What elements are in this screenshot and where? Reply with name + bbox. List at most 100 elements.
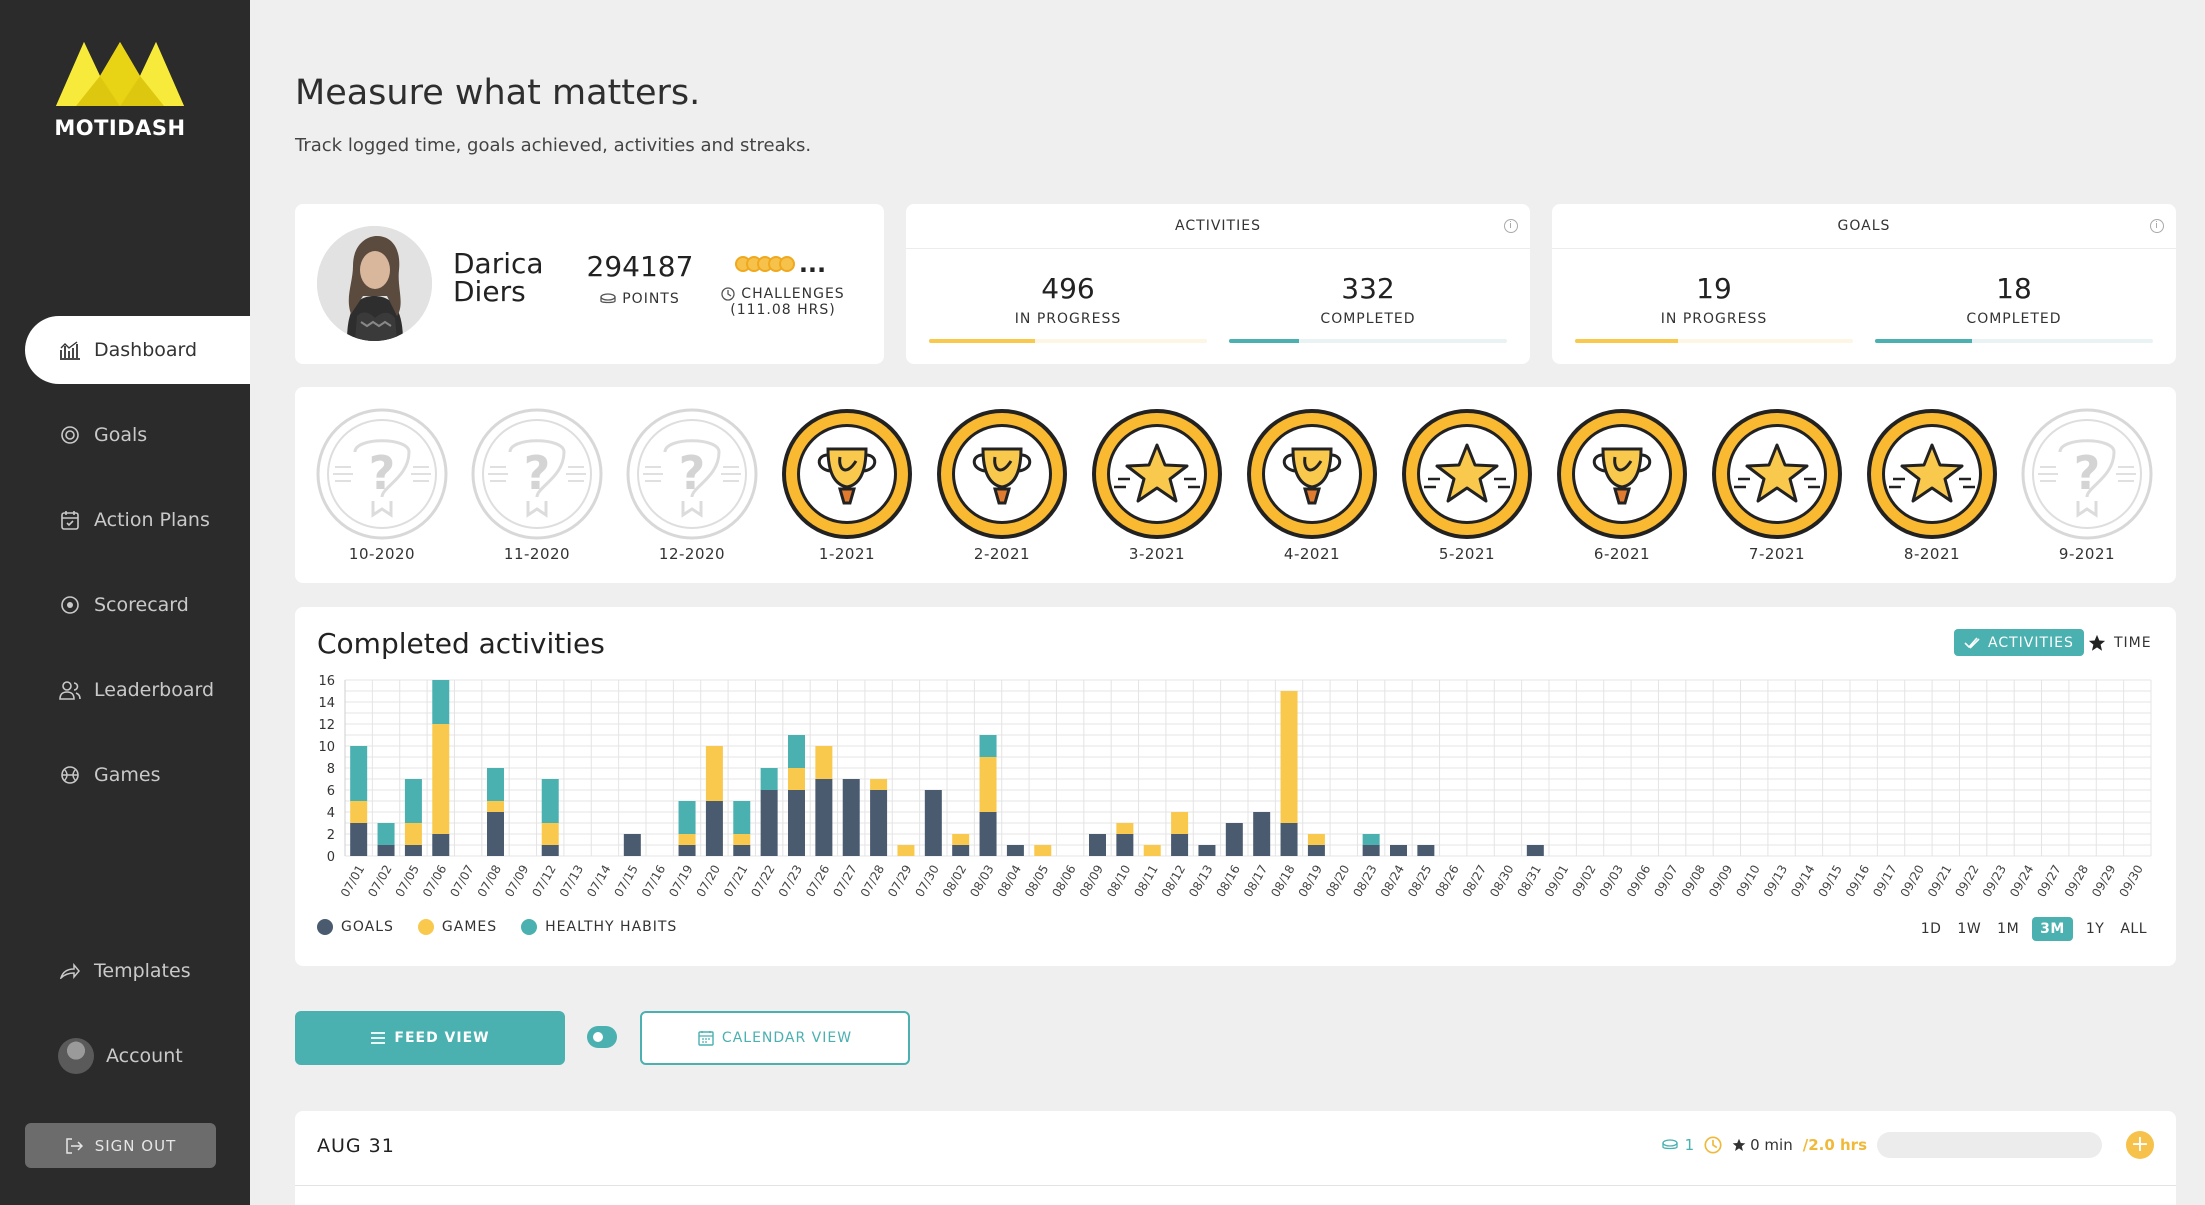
sidebar-item-account[interactable]: Account	[0, 1022, 250, 1090]
bar-healthy-habits	[404, 779, 422, 823]
x-tick-label: 07/19	[666, 863, 695, 900]
feed-points: 1	[1661, 1136, 1694, 1154]
sidebar-item-dashboard[interactable]: Dashboard	[25, 316, 250, 384]
add-button[interactable]: +	[2126, 1131, 2154, 1159]
x-tick-label: 09/22	[1952, 863, 1981, 900]
bar-goals	[487, 812, 504, 856]
y-tick-label: 6	[327, 784, 335, 799]
badge-12-2020[interactable]: ? 12-2020	[625, 407, 759, 563]
activities-in-progress-value: 496	[1041, 272, 1095, 305]
bar-healthy-habits	[1362, 834, 1380, 845]
badge-3-2021[interactable]: 3-2021	[1090, 407, 1224, 563]
logo[interactable]: MOTIDASH	[50, 40, 190, 140]
range-1y[interactable]: 1Y	[2085, 921, 2105, 937]
bar-goals	[541, 845, 559, 856]
bar-goals	[788, 790, 805, 856]
goals-completed-value: 18	[1996, 272, 2032, 305]
bar-games	[897, 845, 915, 856]
star-badge-icon	[1092, 409, 1222, 539]
badge-7-2021[interactable]: 7-2021	[1710, 407, 1844, 563]
activities-header: ACTIVITIES i	[906, 204, 1530, 249]
x-tick-label: 09/30	[2116, 863, 2145, 900]
bar-goals	[1225, 823, 1243, 856]
sidebar-item-label: Action Plans	[94, 509, 210, 531]
x-tick-label: 08/20	[1323, 863, 1352, 900]
legend-item-games[interactable]: GAMES	[417, 919, 497, 935]
range-all[interactable]: ALL	[2120, 921, 2147, 937]
x-tick-label: 07/14	[584, 863, 613, 900]
bar-games	[350, 801, 368, 823]
star-badge-icon	[1402, 409, 1532, 539]
x-tick-label: 08/17	[1241, 863, 1270, 900]
bar-healthy-habits	[377, 823, 395, 845]
bar-goals	[815, 779, 833, 856]
x-tick-label: 07/15	[611, 863, 640, 900]
badge-4-2021[interactable]: 4-2021	[1245, 407, 1379, 563]
x-tick-label: 07/09	[502, 863, 531, 900]
badge-10-2020[interactable]: ? 10-2020	[315, 407, 449, 563]
range-1m[interactable]: 1M	[1997, 921, 2020, 937]
bar-healthy-habits	[432, 680, 450, 724]
badge-label: 7-2021	[1748, 545, 1806, 563]
badge-1-2021[interactable]: 1-2021	[780, 407, 914, 563]
x-tick-label: 08/27	[1460, 863, 1489, 900]
badge-6-2021[interactable]: 6-2021	[1555, 407, 1689, 563]
info-icon[interactable]: i	[2150, 219, 2164, 233]
badge-label: 12-2020	[658, 545, 726, 563]
x-tick-label: 07/13	[557, 863, 586, 900]
calendar-view-button[interactable]: CALENDAR VIEW	[640, 1011, 910, 1065]
sidebar-item-scorecard[interactable]: Scorecard	[0, 571, 250, 639]
sidebar-item-leaderboard[interactable]: Leaderboard	[0, 656, 250, 724]
sidebar-item-games[interactable]: Games	[0, 741, 250, 809]
chart-icon	[58, 338, 82, 362]
x-tick-label: 07/07	[447, 863, 476, 900]
sign-out-button[interactable]: SIGN OUT	[25, 1123, 216, 1168]
time-toggle[interactable]: TIME	[2088, 629, 2152, 656]
badge-9-2021[interactable]: ? 9-2021	[2020, 407, 2154, 563]
feed-progress-bar	[1877, 1132, 2102, 1158]
range-3m[interactable]: 3M	[2032, 917, 2073, 941]
challenges-stat[interactable]: ... CHALLENGES (111.08 HRS)	[708, 250, 858, 318]
activities-toggle[interactable]: ACTIVITIES	[1954, 629, 2084, 656]
legend-item-healthy-habits[interactable]: HEALTHY HABITS	[521, 919, 677, 935]
x-tick-label: 07/05	[393, 863, 422, 900]
x-tick-label: 08/13	[1186, 863, 1215, 900]
profile-first-name: Darica	[453, 247, 544, 280]
activities-title: ACTIVITIES	[1175, 218, 1261, 234]
range-1d[interactable]: 1D	[1920, 921, 1942, 937]
badge-8-2021[interactable]: 8-2021	[1865, 407, 1999, 563]
locked-badge-icon: ?	[471, 408, 603, 540]
bar-goals	[432, 834, 450, 856]
bar-goals	[404, 845, 422, 856]
bar-healthy-habits	[487, 768, 504, 801]
x-tick-label: 07/06	[420, 863, 449, 900]
legend-item-goals[interactable]: GOALS	[317, 919, 394, 935]
bar-goals	[733, 845, 751, 856]
sidebar-item-action-plans[interactable]: Action Plans	[0, 486, 250, 554]
completed-activities-card: Completed activities ACTIVITIES TIME 0 2 4…	[295, 607, 2176, 966]
badge-2-2021[interactable]: 2-2021	[935, 407, 1069, 563]
activities-completed-label: COMPLETED	[1320, 311, 1416, 327]
x-tick-label: 07/21	[721, 863, 750, 900]
bar-goals	[1390, 845, 1407, 856]
x-tick-label: 07/12	[529, 863, 558, 900]
sidebar-item-goals[interactable]: Goals	[0, 401, 250, 469]
legend-dot	[417, 919, 434, 935]
badge-label: 9-2021	[2058, 545, 2116, 563]
info-icon[interactable]: i	[1504, 219, 1518, 233]
x-tick-label: 09/14	[1788, 863, 1817, 900]
badge-11-2020[interactable]: ? 11-2020	[470, 407, 604, 563]
feed-date: AUG 31	[317, 1135, 395, 1157]
range-1w[interactable]: 1W	[1957, 921, 1982, 937]
feed-view-button[interactable]: FEED VIEW	[295, 1011, 565, 1065]
badge-5-2021[interactable]: 5-2021	[1400, 407, 1534, 563]
avatar[interactable]	[317, 226, 432, 341]
x-tick-label: 09/02	[1569, 863, 1598, 900]
x-tick-label: 09/07	[1651, 863, 1680, 900]
y-tick-label: 4	[327, 806, 335, 821]
view-switch[interactable]	[587, 1026, 617, 1048]
bar-games	[1116, 823, 1134, 834]
sidebar-item-templates[interactable]: Templates	[0, 937, 250, 1005]
goals-completed-bar	[1875, 339, 2153, 343]
goals-title: GOALS	[1837, 218, 1891, 234]
